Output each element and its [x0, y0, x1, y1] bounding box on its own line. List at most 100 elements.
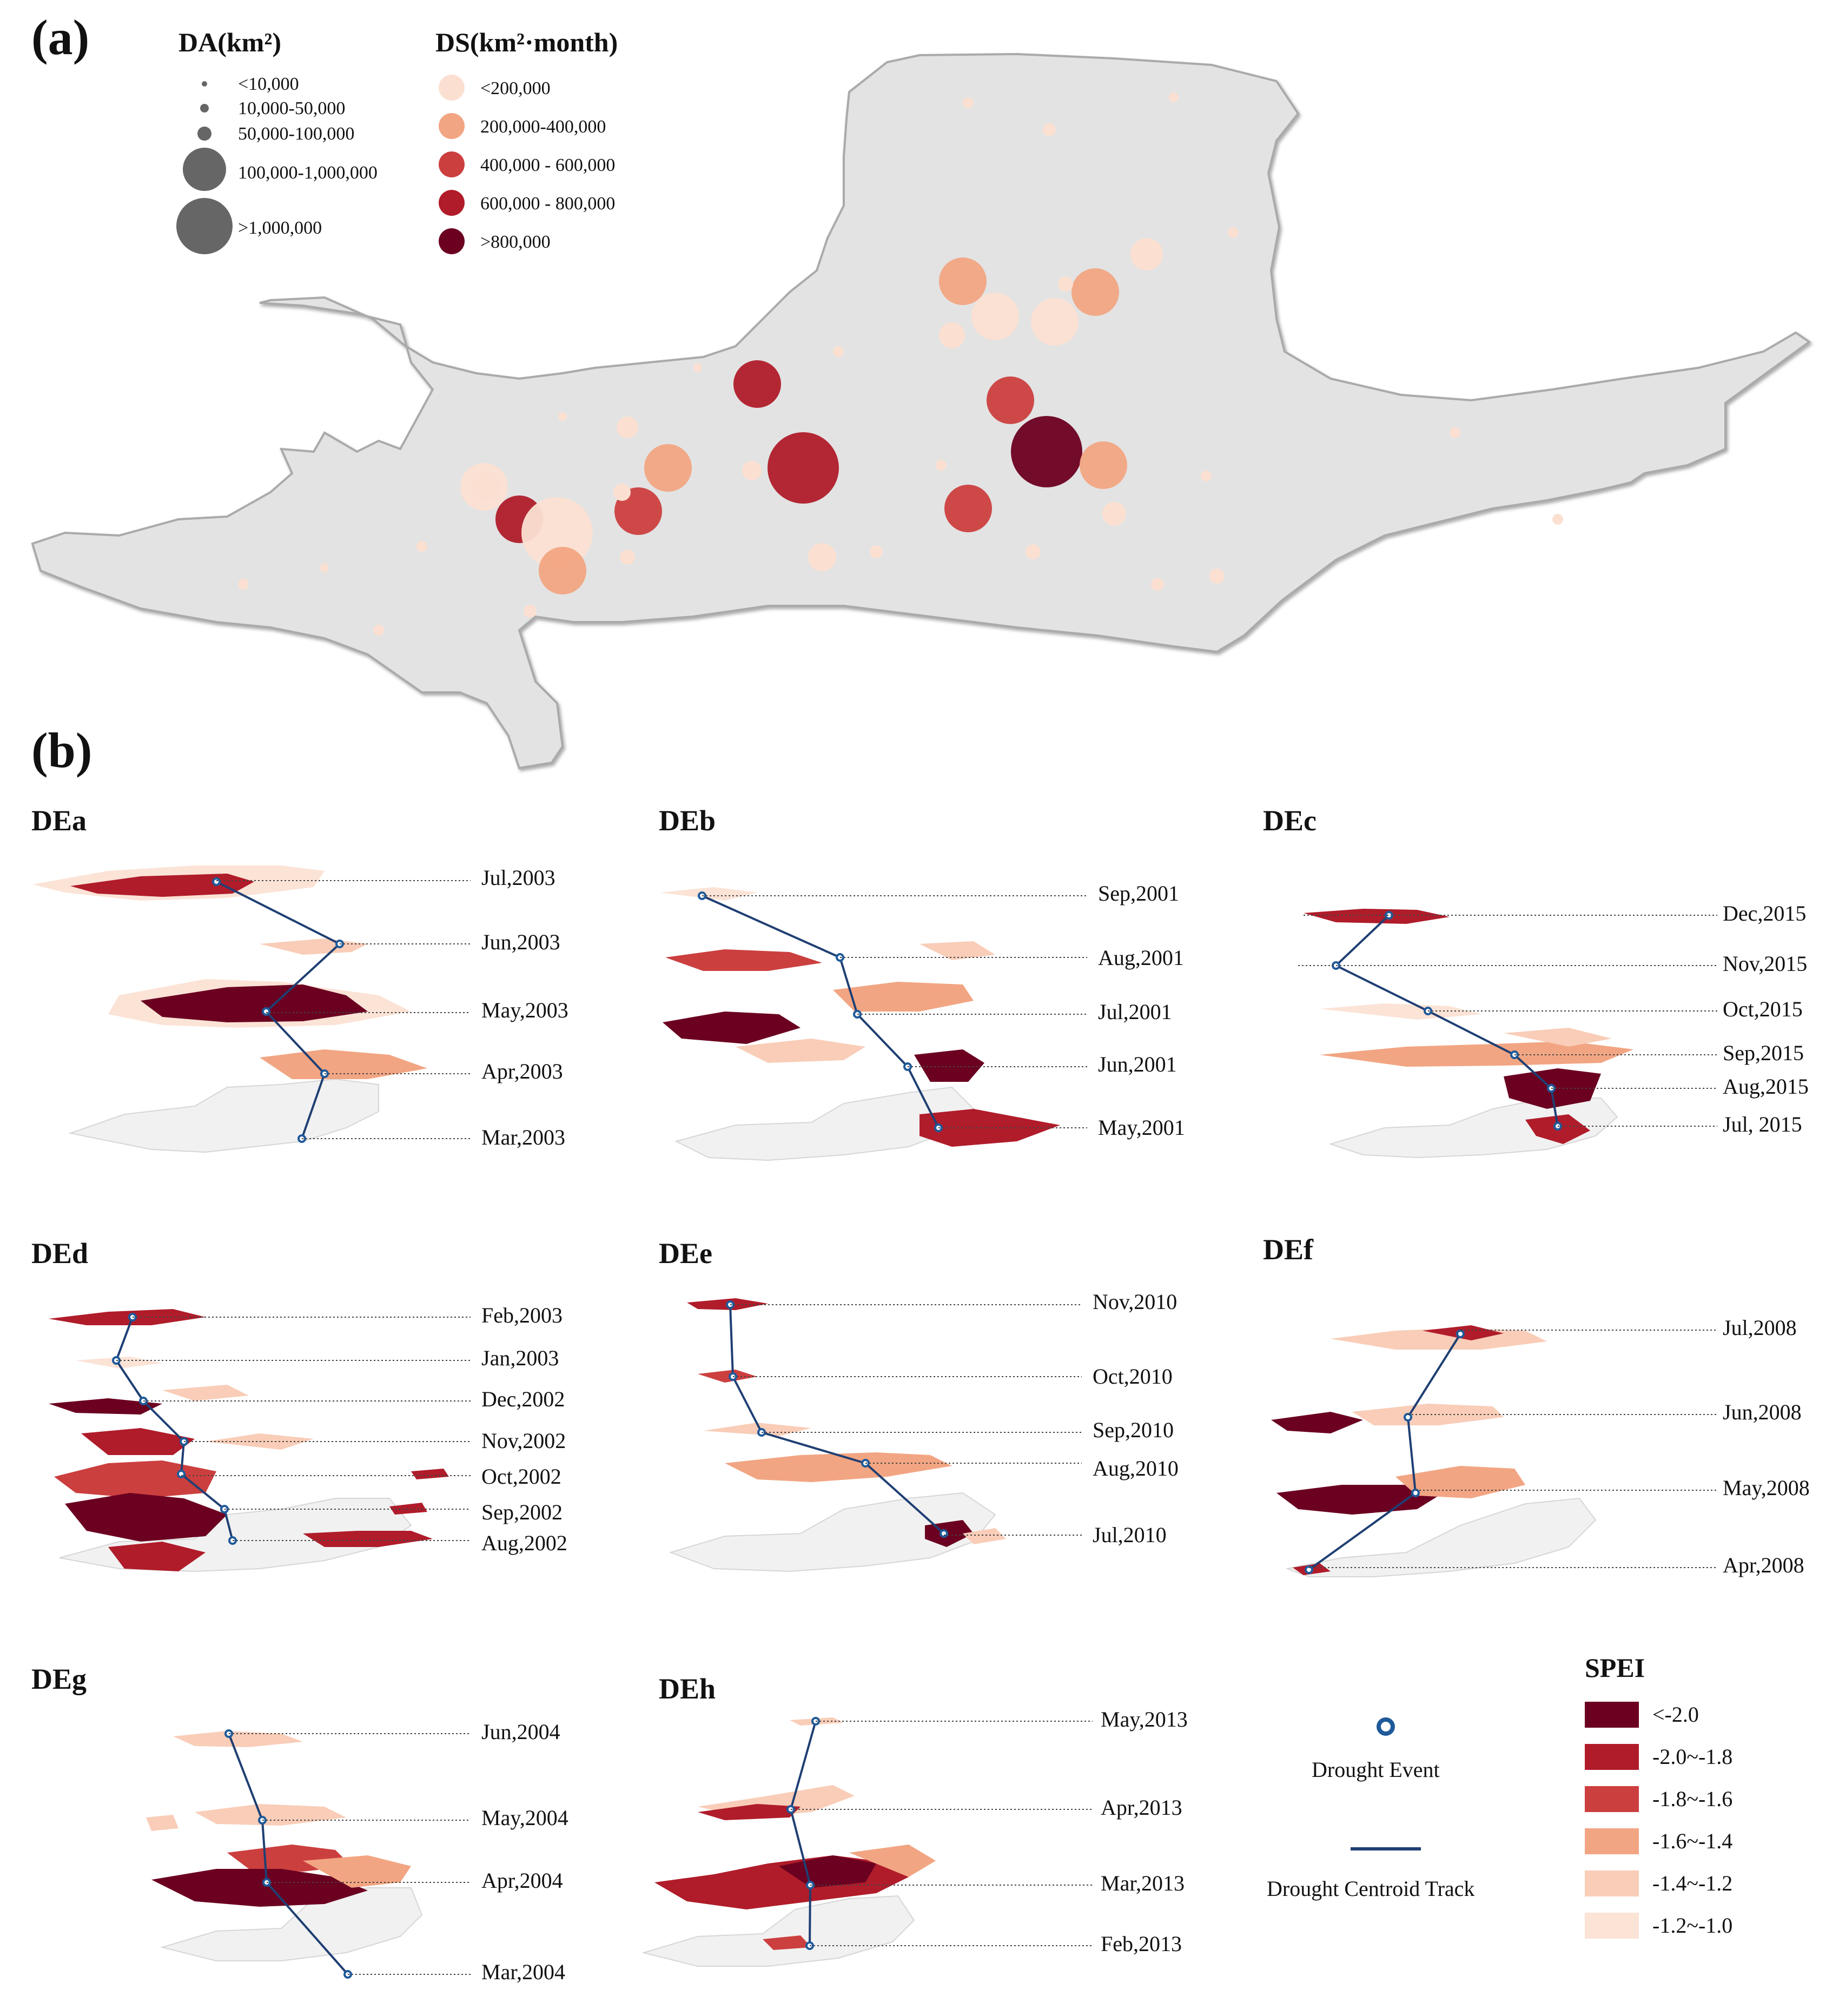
- spei-label-2: -2.0~-1.8: [1652, 1744, 1732, 1769]
- date-label: May,2013: [1101, 1707, 1188, 1731]
- minor-dot: [1228, 227, 1239, 238]
- drought-patch: [665, 949, 822, 971]
- event-bubble: [539, 547, 586, 594]
- spei-label-1: <-2.0: [1652, 1702, 1699, 1727]
- event-panel-deg: DEg Jun,2004 May,2004 Apr,2004 Mar,2004: [31, 1663, 568, 1984]
- basin-outline: [68, 1078, 379, 1153]
- event-marker: [940, 1529, 948, 1538]
- leader-lines: [1298, 915, 1717, 1127]
- panel-a-label: (a): [31, 10, 89, 65]
- drought-patch: [1320, 1003, 1482, 1020]
- event-bubble: [644, 444, 692, 492]
- drought-patch: [725, 1452, 952, 1482]
- event-panel-def: DEf Jul,2008 Jun,2008 May,2008 Apr,2008: [1263, 1233, 1810, 1577]
- event-bubble: [939, 257, 987, 305]
- spei-label-6: -1.2~-1.0: [1652, 1913, 1732, 1938]
- event-bubble: [1071, 268, 1119, 316]
- spei-swatch-5: [1585, 1870, 1639, 1896]
- date-label: Mar,2003: [481, 1125, 565, 1149]
- date-label: Sep,2001: [1098, 881, 1179, 905]
- date-label: Jul,2001: [1098, 1000, 1172, 1024]
- event-marker: [177, 1470, 186, 1478]
- da-legend-symbol-3: [197, 127, 211, 141]
- minor-dot: [1151, 578, 1164, 591]
- date-label: May,2001: [1098, 1115, 1185, 1140]
- event-marker: [1456, 1330, 1465, 1338]
- event-panel-dee: DEe Nov,2010 Oct,2010 Sep,2010 Aug,2010 …: [659, 1237, 1179, 1572]
- event-marker: [212, 877, 221, 886]
- date-label: Nov,2002: [481, 1429, 566, 1453]
- ds-legend-label-2: 200,000-400,000: [480, 117, 606, 137]
- centroid-track: [228, 1733, 349, 1975]
- drought-patch: [963, 1528, 1006, 1544]
- event-bubble: [1031, 298, 1079, 346]
- basin-outline: [160, 1887, 423, 1961]
- spei-label-5: -1.4~-1.2: [1652, 1871, 1732, 1895]
- ds-legend-label-1: <200,000: [480, 78, 551, 98]
- drought-patch: [303, 1855, 411, 1888]
- spei-swatch-3: [1585, 1786, 1639, 1812]
- drought-patch: [108, 1542, 206, 1571]
- drought-patch: [920, 941, 995, 960]
- drought-patch: [411, 1469, 449, 1479]
- basin-map-a: [31, 52, 1811, 770]
- minor-dot: [693, 363, 702, 372]
- event-title: DEd: [31, 1237, 88, 1270]
- basin-outline: [1285, 1497, 1597, 1577]
- drought-patch: [1504, 1028, 1612, 1047]
- minor-dot: [1058, 276, 1073, 292]
- spei-swatch-6: [1585, 1913, 1639, 1939]
- drought-patch: [195, 1804, 346, 1826]
- date-label: Apr,2008: [1723, 1553, 1804, 1577]
- date-label: Feb,2003: [481, 1303, 563, 1327]
- leader-lines: [216, 880, 471, 1139]
- da-legend-label-3: 50,000-100,000: [238, 124, 354, 144]
- date-label: Nov,2015: [1723, 951, 1807, 976]
- event-title: DEh: [659, 1673, 716, 1705]
- drought-patch: [849, 1845, 936, 1877]
- spei-swatch-4: [1585, 1828, 1639, 1854]
- spei-label-3: -1.8~-1.6: [1652, 1787, 1732, 1811]
- drought-patch: [81, 1428, 195, 1455]
- drought-patch: [698, 1804, 801, 1820]
- drought-patch: [54, 1460, 216, 1498]
- drought-patch: [763, 1935, 811, 1950]
- drought-patch: [1276, 1485, 1439, 1515]
- da-legend-label-2: 10,000-50,000: [238, 98, 345, 118]
- date-label: Nov,2010: [1093, 1290, 1177, 1314]
- drought-patch: [1320, 1041, 1633, 1067]
- centroid-track: [1308, 1333, 1461, 1571]
- drought-patch: [914, 1049, 984, 1082]
- spei-swatch-2: [1585, 1744, 1639, 1770]
- leader-lines: [791, 1721, 1093, 1946]
- event-bubbles: [460, 257, 1127, 594]
- event-panel-dea: DEa Jul,2003 Jun,2003 May,2003 Apr,2003 …: [31, 804, 568, 1153]
- event-bubble: [944, 485, 992, 532]
- da-legend-label-1: <10,000: [238, 74, 299, 94]
- drought-patch: [162, 1385, 249, 1401]
- minor-dot: [1201, 471, 1212, 481]
- date-label: Aug,2010: [1093, 1456, 1179, 1480]
- leader-lines: [229, 1733, 471, 1975]
- date-label: Apr,2013: [1101, 1795, 1182, 1820]
- minor-dot: [473, 473, 501, 501]
- date-label: Mar,2013: [1101, 1871, 1185, 1895]
- drought-patch: [736, 1039, 865, 1063]
- date-label: Dec,2002: [481, 1387, 565, 1411]
- minor-dot: [1209, 569, 1225, 584]
- date-label: Oct,2015: [1723, 997, 1803, 1021]
- date-label: Apr,2003: [481, 1059, 563, 1083]
- minor-dot: [1169, 92, 1179, 102]
- minor-dot: [1043, 123, 1056, 136]
- event-panel-ded: DEd Feb,: [31, 1237, 567, 1572]
- date-label: Jun,2001: [1098, 1052, 1177, 1076]
- drought-event-legend-label: Drought Event: [1312, 1757, 1440, 1782]
- drought-patch: [49, 1398, 162, 1414]
- date-label: Jun,2003: [481, 930, 560, 954]
- date-label: Jul,2010: [1093, 1523, 1167, 1547]
- minor-dot: [1102, 502, 1126, 526]
- minor-dot: [620, 550, 635, 565]
- drought-patch: [833, 982, 974, 1012]
- drought-patch: [663, 1012, 801, 1044]
